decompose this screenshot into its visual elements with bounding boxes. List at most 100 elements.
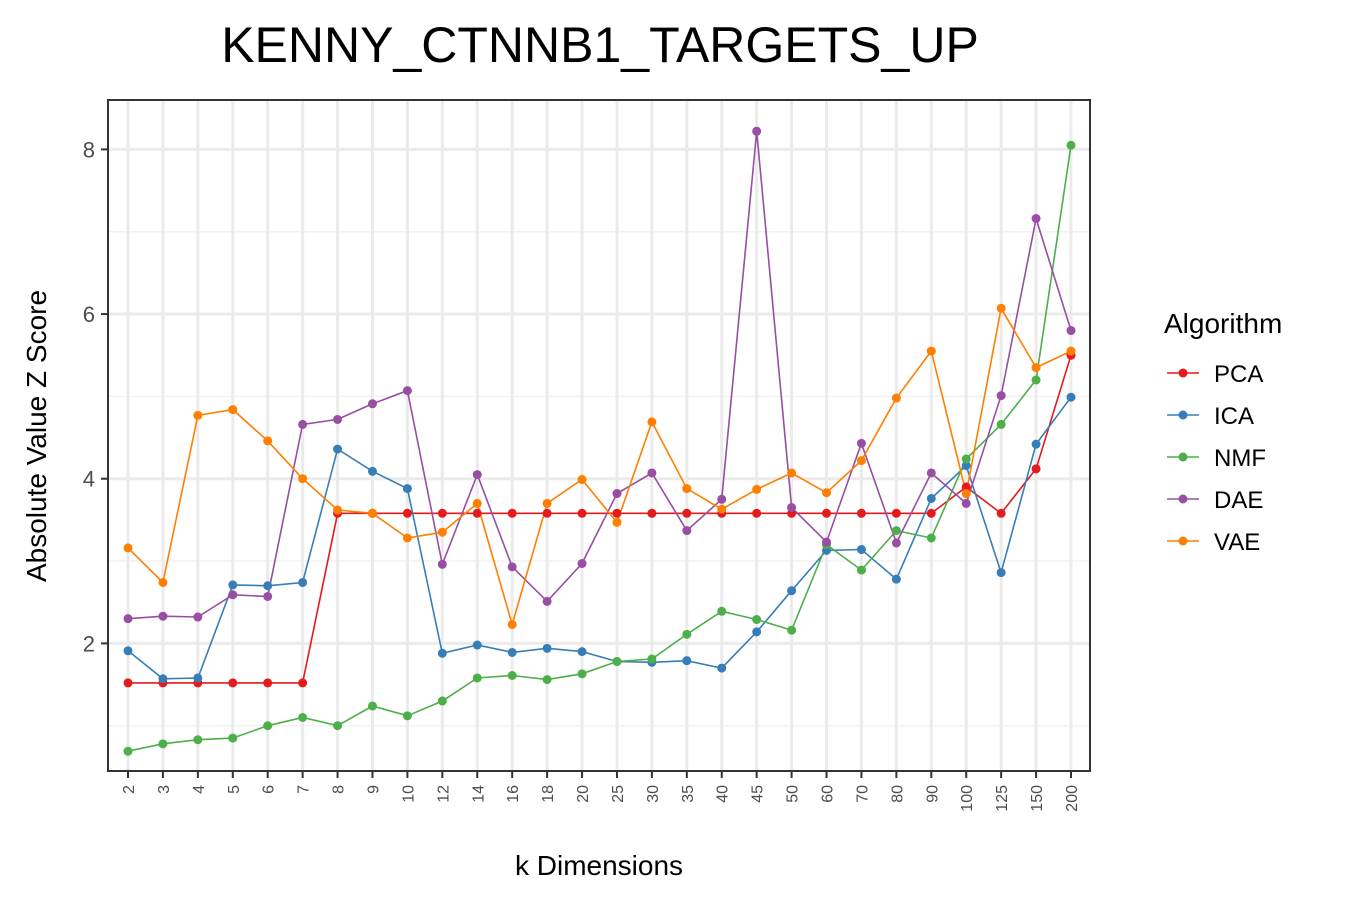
data-point-vae: [333, 505, 343, 515]
data-point-ica: [1066, 392, 1076, 402]
data-point-nmf: [752, 615, 762, 625]
y-tick-label: 8: [83, 137, 95, 162]
data-point-pca: [577, 508, 587, 518]
data-point-pca: [612, 508, 622, 518]
chart-title: KENNY_CTNNB1_TARGETS_UP: [221, 17, 979, 73]
data-point-nmf: [158, 739, 168, 749]
series-line-nmf: [127, 145, 1072, 752]
x-tick-label: 90: [924, 785, 941, 803]
data-point-vae: [298, 474, 308, 484]
data-point-dae: [437, 559, 447, 569]
data-point-nmf: [1066, 140, 1076, 150]
data-point-nmf: [717, 606, 727, 616]
y-tick-label: 2: [83, 631, 95, 656]
data-point-vae: [891, 393, 901, 403]
data-point-vae: [367, 508, 377, 518]
data-point-nmf: [926, 533, 936, 543]
data-point-pca: [123, 678, 133, 688]
data-point-ica: [263, 581, 273, 591]
data-point-dae: [367, 399, 377, 409]
legend-label-vae: VAE: [1214, 529, 1260, 556]
data-point-pca: [647, 508, 657, 518]
series-line-vae: [127, 306, 1072, 628]
data-point-vae: [263, 436, 273, 446]
data-point-dae: [193, 612, 203, 622]
data-point-ica: [996, 568, 1006, 578]
data-point-ica: [752, 627, 762, 637]
x-tick-label: 100: [959, 785, 976, 812]
data-point-pca: [298, 678, 308, 688]
data-point-nmf: [891, 526, 901, 536]
data-point-ica: [193, 673, 203, 683]
data-point-dae: [787, 503, 797, 513]
data-point-nmf: [263, 721, 273, 731]
data-point-ica: [472, 640, 482, 650]
x-tick-label: 4: [191, 785, 208, 794]
data-point-vae: [123, 543, 133, 553]
data-point-dae: [402, 386, 412, 396]
plot-background: [108, 100, 1090, 771]
data-point-nmf: [402, 711, 412, 721]
data-point-dae: [996, 391, 1006, 401]
data-point-vae: [647, 417, 657, 427]
data-point-pca: [856, 508, 866, 518]
x-axis-title: k Dimensions: [515, 850, 683, 881]
data-point-dae: [577, 559, 587, 569]
y-tick-label: 4: [83, 467, 95, 492]
data-point-dae: [682, 526, 692, 536]
data-point-vae: [856, 456, 866, 466]
x-tick-label: 40: [715, 785, 732, 803]
data-point-vae: [507, 619, 517, 629]
data-point-nmf: [577, 669, 587, 679]
data-point-vae: [682, 484, 692, 494]
data-point-vae: [961, 489, 971, 499]
data-point-pca: [1031, 464, 1041, 474]
data-point-nmf: [996, 419, 1006, 429]
data-point-pca: [228, 678, 238, 688]
data-point-dae: [856, 438, 866, 448]
legend-label-nmf: NMF: [1214, 445, 1266, 472]
data-point-ica: [298, 577, 308, 587]
data-point-dae: [507, 562, 517, 572]
data-point-ica: [158, 674, 168, 684]
x-tick-label: 12: [435, 785, 452, 803]
legend-key-point: [1178, 494, 1188, 504]
data-point-dae: [542, 596, 552, 606]
data-point-ica: [333, 444, 343, 454]
x-tick-label: 3: [156, 785, 173, 794]
data-point-nmf: [961, 454, 971, 464]
legend-title: Algorithm: [1164, 308, 1282, 339]
x-tick-label: 80: [889, 785, 906, 803]
data-point-vae: [228, 405, 238, 415]
data-point-vae: [472, 498, 482, 508]
data-point-pca: [682, 508, 692, 518]
series-lines: [127, 131, 1072, 752]
data-point-vae: [996, 303, 1006, 313]
data-point-dae: [717, 494, 727, 504]
data-point-vae: [752, 484, 762, 494]
data-point-pca: [926, 508, 936, 518]
data-point-dae: [891, 538, 901, 548]
x-tick-label: 50: [785, 785, 802, 803]
data-point-nmf: [123, 746, 133, 756]
x-tick-label: 2: [121, 785, 138, 794]
x-tick-label: 45: [750, 785, 767, 803]
data-point-nmf: [333, 721, 343, 731]
data-point-ica: [507, 647, 517, 657]
data-point-vae: [1066, 346, 1076, 356]
x-tick-label: 70: [854, 785, 871, 803]
x-tick-label: 8: [331, 785, 348, 794]
data-point-dae: [333, 414, 343, 424]
data-point-vae: [787, 468, 797, 478]
legend: Algorithm PCA ICA NMF DAE VAE: [1164, 308, 1282, 556]
data-point-dae: [472, 470, 482, 480]
legend-label-ica: ICA: [1214, 403, 1254, 430]
data-point-ica: [367, 466, 377, 476]
series-points: [123, 126, 1076, 756]
x-tick-label: 7: [296, 785, 313, 794]
x-tick-label: 125: [994, 785, 1011, 812]
data-point-vae: [437, 527, 447, 537]
x-tick-label: 18: [540, 785, 557, 803]
x-tick-label: 5: [226, 785, 243, 794]
